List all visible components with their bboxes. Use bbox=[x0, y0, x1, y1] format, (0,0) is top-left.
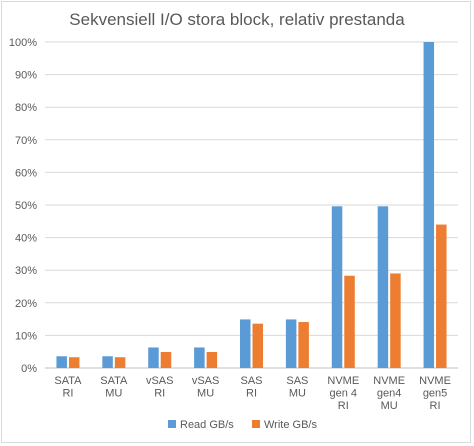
bars bbox=[56, 42, 447, 368]
y-tick-label: 10% bbox=[15, 330, 37, 342]
x-category-label: SAS RI bbox=[240, 375, 262, 400]
bar-read bbox=[194, 347, 205, 368]
y-tick-label: 0% bbox=[21, 363, 37, 375]
bar-read bbox=[331, 206, 343, 368]
bar-read bbox=[148, 347, 159, 368]
bar-read bbox=[240, 319, 251, 368]
y-axis-ticks: 0% 10% 20% 30% 40% 50% 60% 70% 80% 90% 100% bbox=[9, 37, 37, 375]
bar-write bbox=[206, 352, 218, 368]
y-tick-label: 30% bbox=[15, 265, 37, 277]
y-tick-label: 70% bbox=[15, 135, 37, 147]
y-tick-label: 50% bbox=[15, 200, 37, 212]
y-tick-label: 100% bbox=[9, 37, 37, 49]
bar-read bbox=[423, 42, 435, 368]
gridlines bbox=[45, 41, 458, 369]
x-axis-categories: SATA RI SATA MU vSAS RI vSAS MU SAS RI SAS MU NVME ge… bbox=[54, 375, 451, 412]
legend-label: Read GB/s bbox=[180, 419, 234, 431]
x-category-label: NVME gen5 RI bbox=[419, 375, 451, 412]
bar-write bbox=[390, 273, 401, 368]
bar-read bbox=[56, 356, 67, 368]
bar-write bbox=[252, 323, 263, 368]
bar-write bbox=[436, 224, 447, 368]
bar-write bbox=[344, 275, 355, 368]
bar-read bbox=[377, 206, 389, 368]
x-category-label: NVME gen4 MU bbox=[373, 375, 405, 412]
x-category-label: SATA MU bbox=[100, 375, 128, 400]
y-tick-label: 60% bbox=[15, 167, 37, 179]
chart-title: Sekvensiell I/O stora block, relativ pre… bbox=[69, 10, 405, 29]
x-category-label: vSAS RI bbox=[146, 375, 174, 400]
y-tick-label: 40% bbox=[15, 233, 37, 245]
x-category-label: vSAS MU bbox=[192, 375, 220, 400]
legend-swatch bbox=[252, 420, 260, 428]
bar-write bbox=[160, 352, 172, 368]
x-category-label: NVME gen 4 RI bbox=[327, 375, 359, 412]
bar-write bbox=[298, 322, 309, 368]
legend-label: Write GB/s bbox=[264, 419, 317, 431]
x-category-label: SAS MU bbox=[286, 375, 308, 400]
bar-read bbox=[102, 356, 113, 368]
legend-swatch bbox=[168, 420, 176, 428]
bar-read bbox=[285, 319, 297, 368]
y-tick-label: 80% bbox=[15, 102, 37, 114]
y-tick-label: 20% bbox=[15, 298, 37, 310]
y-tick-label: 90% bbox=[15, 70, 37, 82]
legend: Read GB/s Write GB/s bbox=[168, 419, 317, 431]
x-category-label: SATA RI bbox=[54, 375, 82, 400]
bar-write bbox=[114, 357, 126, 368]
bar-write bbox=[68, 357, 80, 368]
